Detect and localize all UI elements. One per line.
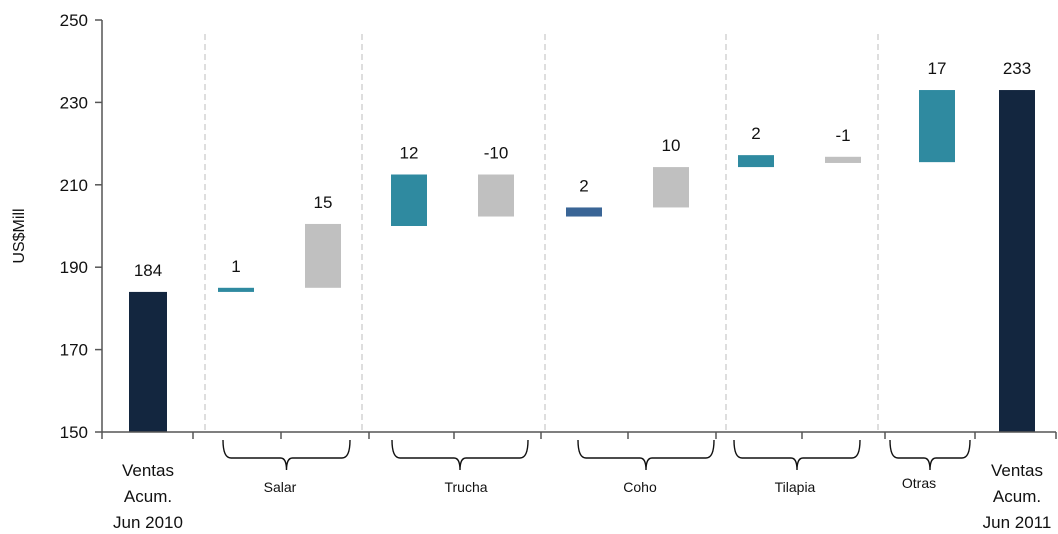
y-tick-label: 150 [60,423,88,442]
data-label: 184 [134,261,162,280]
data-label: 233 [1003,59,1031,78]
group-brace [577,439,715,471]
data-label: 17 [928,59,947,78]
change-bar [738,155,774,168]
y-tick-label: 250 [60,11,88,30]
group-brace [391,439,529,471]
change-bar [218,287,254,292]
y-axis-title: US$Mill [11,208,28,263]
group-braces: Salar Trucha Coho Tilapia Otras [222,439,971,495]
bars [129,90,1035,432]
change-bar [825,156,861,163]
group-brace [733,439,861,471]
y-tick-label: 210 [60,176,88,195]
total-bar [999,90,1035,432]
data-label: 12 [400,144,419,163]
group-label: Tilapia [775,479,816,495]
total-bar [129,291,167,432]
category-label-start: Jun 2010 [113,513,183,532]
change-bar [566,207,602,217]
group-brace [222,439,351,471]
category-label-start: Ventas [122,461,174,480]
group-label: Coho [623,479,657,495]
change-bar [478,174,514,217]
group-label: Trucha [444,479,487,495]
y-tick-label: 230 [60,93,88,112]
group-label: Salar [264,479,297,495]
data-label: 10 [662,136,681,155]
y-tick-label: 170 [60,341,88,360]
change-bar [653,167,689,208]
x-axis: Ventas Acum. Jun 2010 Ventas Acum. Jun 2011 [101,431,1057,532]
y-axis: 150 170 190 210 230 250 [60,11,103,442]
data-label: 1 [231,257,240,276]
data-label: 2 [579,176,588,195]
data-labels: 184 1 15 12 -10 2 10 2 -1 17 233 [134,59,1031,280]
change-bar [305,223,341,288]
y-tick-label: 190 [60,258,88,277]
data-label: -1 [835,126,850,145]
category-label-end: Ventas [991,461,1043,480]
category-label-end: Jun 2011 [983,513,1052,532]
data-label: 2 [751,124,760,143]
category-label-end: Acum. [993,487,1041,506]
data-label: -10 [484,144,509,163]
group-brace [889,439,971,471]
change-bar [919,90,955,163]
data-label: 15 [314,193,333,212]
group-separators [204,34,879,432]
group-label: Otras [902,475,936,491]
change-bar [391,174,427,226]
category-label-start: Acum. [124,487,172,506]
